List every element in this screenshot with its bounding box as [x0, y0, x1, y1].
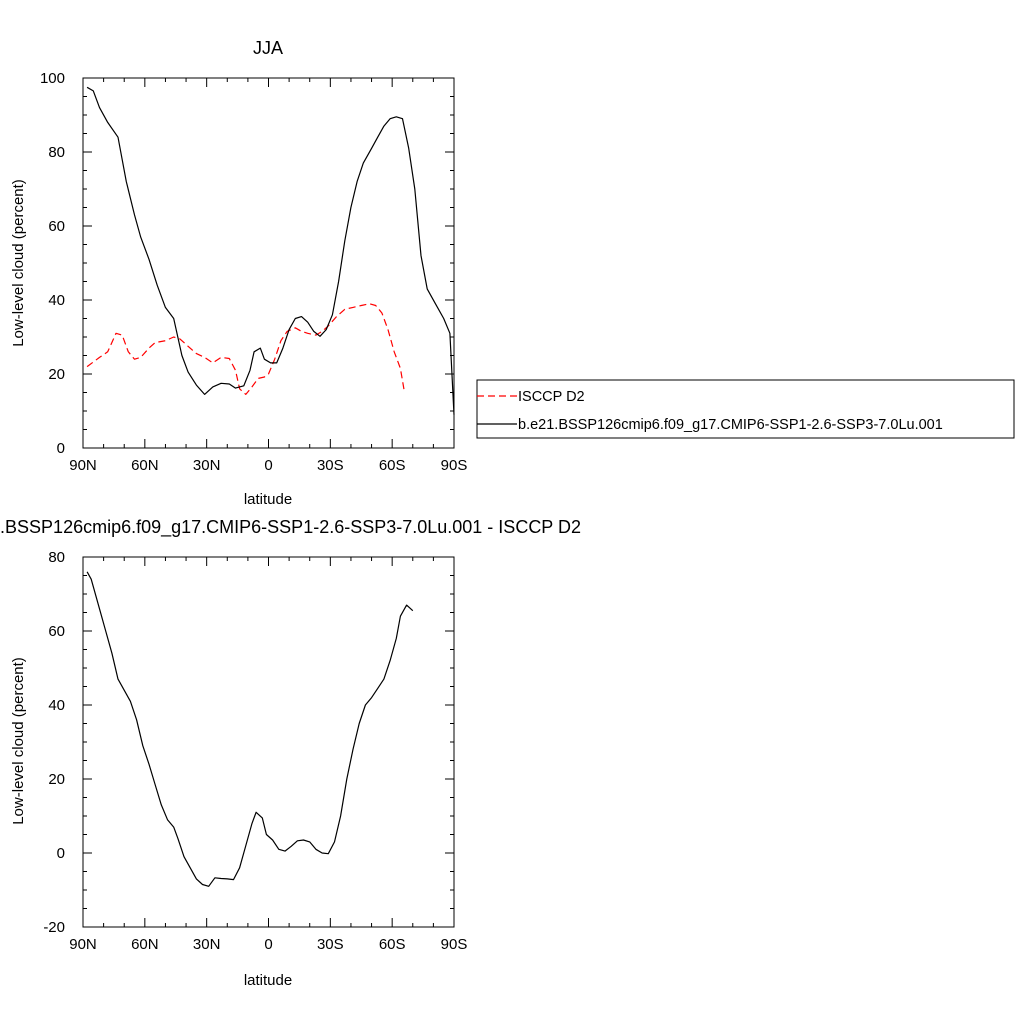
bottom-y-tick-label: 0 [57, 845, 65, 862]
top-chart-title: JJA [253, 38, 283, 58]
bottom-series-line-0 [86, 571, 414, 887]
bottom-x-tick-label: 30S [317, 936, 344, 953]
legend-box [476, 379, 1015, 439]
top-x-tick-label: 60S [379, 457, 406, 474]
bottom-y-axis-label: Low-level cloud (percent) [10, 657, 27, 825]
top-x-tick-label: 30S [317, 457, 344, 474]
top-y-tick-label: 20 [48, 366, 65, 383]
top-x-axis-label: latitude [244, 491, 292, 508]
top-y-tick-label: 0 [57, 440, 65, 457]
top-x-tick-label: 90S [441, 457, 468, 474]
bottom-x-axis-label: latitude [244, 972, 292, 989]
top-series-line-0 [86, 303, 406, 395]
top-series-group [86, 86, 455, 415]
bottom-x-tick-label: 0 [264, 936, 272, 953]
bottom-y-tick-label: -20 [43, 919, 65, 936]
top-axis-ticks: 90N 60N 30N 0 30S 60S 90S 0 20 40 60 80 100 [40, 70, 467, 474]
bottom-y-tick-label: 60 [48, 623, 65, 640]
top-y-tick-label: 80 [48, 144, 65, 161]
bottom-x-tick-label: 90S [441, 936, 468, 953]
bottom-y-tick-label: 40 [48, 697, 65, 714]
top-x-tick-label: 30N [193, 457, 221, 474]
top-x-tick-label: 0 [264, 457, 272, 474]
legend-label-model: b.e21.BSSP126cmip6.f09_g17.CMIP6-SSP1-2.… [518, 417, 943, 433]
panel-top: JJA Low-level cloud (percent) latitude 9… [10, 38, 467, 508]
bottom-chart-title: b.e21.BSSP126cmip6.f09_g17.CMIP6-SSP1-2.… [0, 517, 581, 538]
top-x-tick-label: 90N [69, 457, 97, 474]
bottom-x-tick-label: 90N [69, 936, 97, 953]
legend-label-isccp: ISCCP D2 [518, 389, 585, 405]
panel-bottom: b.e21.BSSP126cmip6.f09_g17.CMIP6-SSP1-2.… [0, 517, 581, 989]
bottom-x-tick-label: 30N [193, 936, 221, 953]
top-y-tick-label: 60 [48, 218, 65, 235]
legend: ISCCP D2 b.e21.BSSP126cmip6.f09_g17.CMIP… [476, 379, 1015, 439]
bottom-axis-ticks: 90N 60N 30N 0 30S 60S 90S -20 0 20 40 60 80 [43, 549, 467, 953]
top-series-line-1 [86, 86, 455, 415]
bottom-x-tick-label: 60S [379, 936, 406, 953]
bottom-series-group [86, 571, 414, 887]
bottom-y-tick-label: 80 [48, 549, 65, 566]
bottom-plot-frame [82, 556, 455, 928]
top-x-tick-label: 60N [131, 457, 159, 474]
top-y-tick-label: 40 [48, 292, 65, 309]
bottom-x-tick-label: 60N [131, 936, 159, 953]
bottom-y-tick-label: 20 [48, 771, 65, 788]
top-plot-frame [82, 77, 455, 449]
top-y-axis-label: Low-level cloud (percent) [10, 179, 27, 347]
top-y-tick-label: 100 [40, 70, 65, 87]
